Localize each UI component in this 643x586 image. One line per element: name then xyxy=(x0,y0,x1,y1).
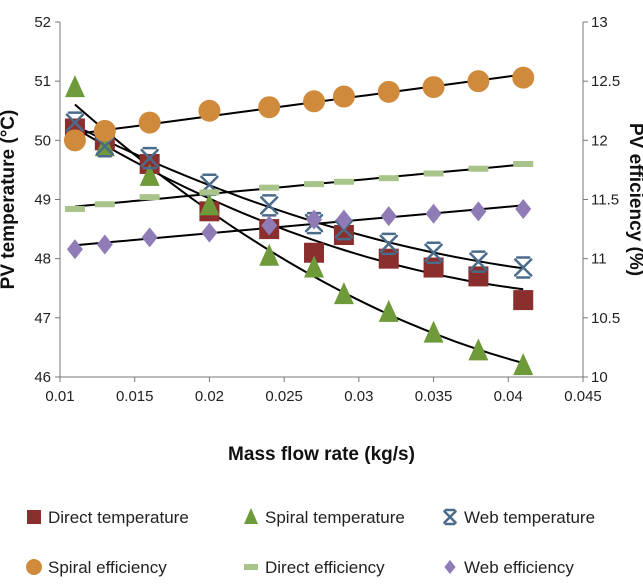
x-tick-label: 0.015 xyxy=(116,388,154,405)
direct-efficiency-point xyxy=(378,175,399,182)
web-temperature-point xyxy=(140,146,159,170)
spiral-efficiency-point xyxy=(258,96,281,119)
legend-label-direct-temperature: Direct temperature xyxy=(48,508,189,527)
spiral-temperature-point xyxy=(199,193,220,216)
direct-efficiency-point xyxy=(423,170,444,177)
spiral-efficiency-point xyxy=(377,80,400,103)
legend-label-web-temperature: Web temperature xyxy=(464,508,595,527)
y2-tick-label: 11.5 xyxy=(591,192,619,209)
x-tick-label: 0.035 xyxy=(415,388,453,405)
y-tick-label: 49 xyxy=(34,192,51,209)
legend: Direct temperature Spiral temperature Web … xyxy=(26,508,595,577)
spiral-temperature-point xyxy=(423,320,444,343)
legend-label-spiral-efficiency: Spiral efficiency xyxy=(48,558,167,577)
spiral-temperature-point xyxy=(139,163,160,186)
web-temperature-point xyxy=(469,250,488,273)
y2-tick-label: 12.5 xyxy=(591,73,620,90)
x-tick-label: 0.02 xyxy=(195,388,224,405)
y2-tick-label: 10.5 xyxy=(591,310,620,327)
spiral-efficiency-point xyxy=(303,90,326,113)
spiral-temperature-point xyxy=(378,299,399,322)
y2-tick-label: 10 xyxy=(591,369,608,386)
direct-efficiency-point xyxy=(139,194,160,201)
x-tick-label: 0.025 xyxy=(265,388,303,405)
web-efficiency-point xyxy=(425,203,442,224)
web-efficiency-point xyxy=(66,239,83,260)
y-axis-title: PV temperature (°C) xyxy=(0,110,19,290)
y2-tick-label: 13 xyxy=(591,14,608,31)
x-tick-label: 0.045 xyxy=(564,388,602,405)
data-points xyxy=(63,66,535,376)
legend-swatch-spiral-efficiency xyxy=(26,559,42,575)
web-efficiency-point xyxy=(96,234,113,255)
y2-tick-label: 12 xyxy=(591,132,608,149)
legend-swatch-web-temperature xyxy=(443,508,457,526)
direct-temperature-point xyxy=(304,242,325,263)
direct-efficiency-point xyxy=(259,184,280,191)
web-efficiency-point xyxy=(335,209,352,230)
y2-tick-label: 11 xyxy=(591,251,607,268)
legend-label-direct-efficiency: Direct efficiency xyxy=(265,558,385,577)
web-temperature-point xyxy=(95,135,115,158)
y-tick-label: 46 xyxy=(34,369,51,386)
spiral-temperature-point xyxy=(64,75,85,98)
direct-efficiency-point xyxy=(513,161,534,167)
legend-swatch-spiral-temperature xyxy=(244,508,258,524)
axes: 0.01 0.015 0.02 0.025 0.03 0.035 0.04 0.045 46 47… xyxy=(34,14,620,405)
y2-axis-title: PV efficiency (%) xyxy=(625,123,643,276)
y-tick-label: 50 xyxy=(34,132,51,149)
legend-swatch-direct-efficiency xyxy=(244,564,258,570)
spiral-efficiency-point xyxy=(63,129,86,152)
spiral-efficiency-point xyxy=(93,119,116,142)
web-efficiency-point xyxy=(515,198,532,219)
web-efficiency-point xyxy=(306,209,323,230)
legend-swatch-web-efficiency xyxy=(444,560,456,574)
spiral-efficiency-point xyxy=(512,66,535,89)
trendline xyxy=(74,103,524,364)
x-tick-label: 0.03 xyxy=(344,388,373,405)
web-temperature-point xyxy=(259,194,279,217)
direct-efficiency-point xyxy=(333,178,354,185)
y-tick-label: 48 xyxy=(34,251,51,268)
spiral-efficiency-point xyxy=(467,70,490,93)
web-temperature-point xyxy=(379,232,398,256)
direct-efficiency-point xyxy=(94,201,115,208)
x-axis-title: Mass flow rate (kg/s) xyxy=(228,444,415,465)
spiral-efficiency-point xyxy=(332,85,355,108)
legend-label-web-efficiency: Web efficiency xyxy=(464,558,574,577)
spiral-temperature-point xyxy=(259,243,280,266)
x-tick-label: 0.01 xyxy=(45,388,74,405)
x-tick-label: 0.04 xyxy=(494,388,523,405)
y-tick-label: 52 xyxy=(34,14,51,31)
direct-efficiency-point xyxy=(468,165,489,172)
spiral-efficiency-point xyxy=(138,111,161,134)
web-temperature-point xyxy=(424,241,443,264)
spiral-temperature-point xyxy=(468,338,489,361)
trendline xyxy=(74,204,524,247)
direct-temperature-point xyxy=(513,290,534,311)
web-efficiency-point xyxy=(261,215,278,236)
y-tick-label: 51 xyxy=(34,73,51,90)
spiral-efficiency-point xyxy=(198,99,221,122)
legend-label-spiral-temperature: Spiral temperature xyxy=(265,508,405,527)
spiral-temperature-point xyxy=(333,282,354,305)
legend-swatch-direct-temperature xyxy=(27,510,41,524)
direct-efficiency-point xyxy=(64,205,85,212)
spiral-efficiency-point xyxy=(422,76,445,99)
spiral-temperature-point xyxy=(513,353,534,376)
y-tick-label: 47 xyxy=(34,310,51,327)
web-efficiency-point xyxy=(380,206,397,227)
spiral-temperature-point xyxy=(304,255,325,278)
web-temperature-point xyxy=(513,256,533,279)
direct-efficiency-point xyxy=(199,189,220,196)
direct-efficiency-point xyxy=(304,181,325,188)
web-efficiency-point xyxy=(470,201,487,222)
web-efficiency-point xyxy=(201,222,218,243)
web-efficiency-point xyxy=(141,227,158,248)
